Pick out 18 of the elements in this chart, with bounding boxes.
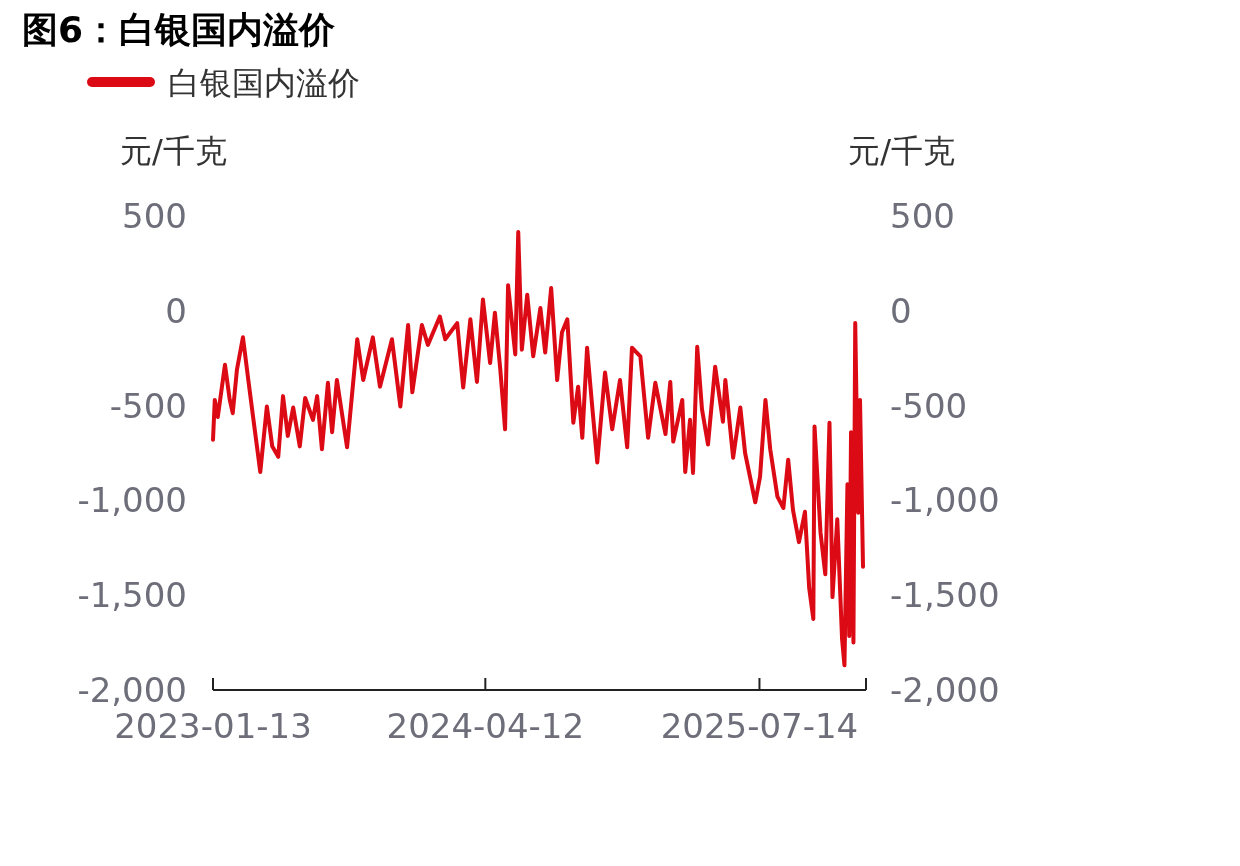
line-series	[211, 230, 866, 668]
y-tick-label: 0	[165, 290, 187, 331]
y2-tick-label: -2,000	[890, 670, 1000, 710]
x-tick-label: 2024-04-12	[386, 706, 585, 746]
y-tick-label: -1,500	[77, 575, 187, 616]
y-tick-label: -1,000	[77, 480, 187, 521]
x-tick-label: 2025-07-14	[660, 706, 859, 746]
y-tick-label: -500	[109, 385, 187, 426]
y2-axis-title: 元/千克	[848, 132, 955, 170]
y2-tick-label: -500	[890, 385, 968, 426]
legend-label: 白银国内溢价	[168, 64, 360, 102]
y2-tick-label: -1,500	[890, 575, 1000, 616]
y-tick-label: 500	[122, 196, 187, 236]
y-axis-title: 元/千克	[120, 132, 227, 170]
chart-title: 图6：白银国内溢价	[22, 9, 336, 50]
y2-tick-label: -1,000	[890, 480, 1000, 521]
y2-tick-label: 0	[890, 290, 912, 331]
y2-tick-label: 500	[890, 196, 955, 236]
